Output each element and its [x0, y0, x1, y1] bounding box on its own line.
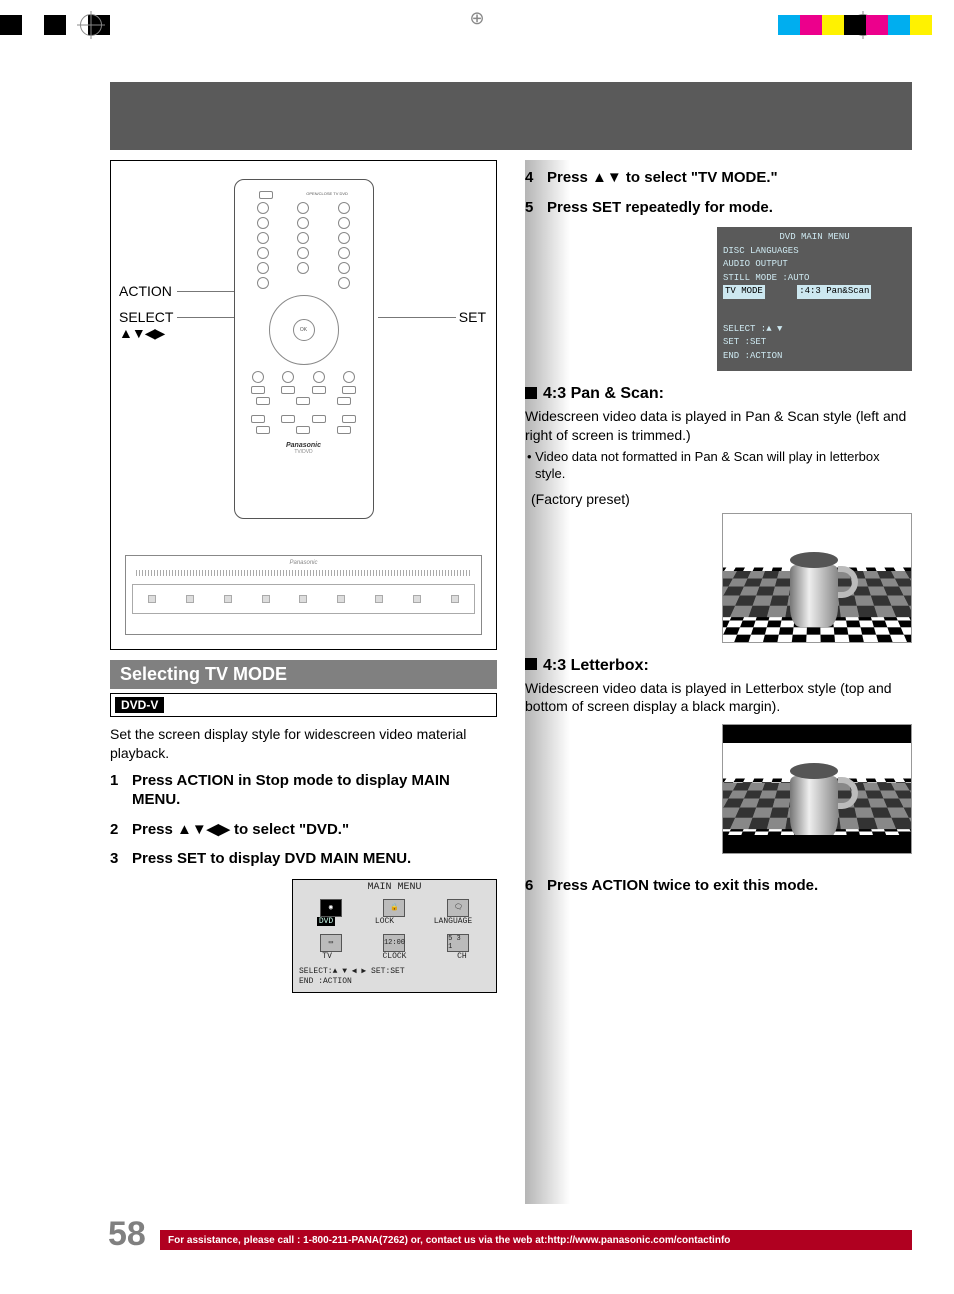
remote-illustration: ACTION SELECT ▲▼◀▶ SET OPEN/CLOSE TV DVD: [110, 160, 497, 650]
step-item: 2Press ▲▼◀▶ to select "DVD.": [110, 820, 497, 840]
section-title: Selecting TV MODE: [110, 660, 497, 689]
factory-preset: (Factory preset): [531, 491, 912, 507]
crop-marks: ⊕: [0, 0, 954, 50]
letterbox-image: [722, 724, 912, 854]
dvd-badge: DVD-V: [115, 697, 164, 713]
main-menu-osd: MAIN MENU ◉🔒🗨 DVD LOCK LANGUAGE ▭12:005 …: [292, 879, 497, 993]
tv-unit-illustration: Panasonic: [125, 555, 482, 635]
header-band: [110, 82, 912, 150]
dvd-main-menu-osd: DVD MAIN MENU DISC LANGUAGES AUDIO OUTPU…: [717, 227, 912, 371]
annot-action: ACTION: [119, 283, 172, 299]
steps-right-top: 4Press ▲▼ to select "TV MODE." 5Press SET…: [525, 168, 912, 217]
step-6: 6Press ACTION twice to exit this mode.: [525, 876, 912, 896]
annot-set: SET: [459, 309, 486, 325]
panscan-text: Widescreen video data is played in Pan &…: [525, 407, 912, 445]
annot-select: SELECT ▲▼◀▶: [119, 309, 173, 342]
page-number: 58: [108, 1215, 146, 1254]
steps-left: 1Press ACTION in Stop mode to display MA…: [110, 771, 497, 869]
right-column: 4Press ▲▼ to select "TV MODE." 5Press SET…: [525, 160, 912, 1204]
step-item: 3Press SET to display DVD MAIN MENU.: [110, 849, 497, 869]
letterbox-text: Widescreen video data is played in Lette…: [525, 679, 912, 717]
step-item: 1Press ACTION in Stop mode to display MA…: [110, 771, 497, 810]
step-item: 4Press ▲▼ to select "TV MODE.": [525, 168, 912, 188]
panscan-heading: 4:3 Pan & Scan:: [525, 385, 912, 403]
panscan-bullet: • Video data not formatted in Pan & Scan…: [525, 449, 912, 483]
assistance-bar: For assistance, please call : 1-800-211-…: [160, 1230, 912, 1250]
step-item: 5Press SET repeatedly for mode.: [525, 198, 912, 218]
intro-text: Set the screen display style for widescr…: [110, 725, 497, 763]
remote-outline: OPEN/CLOSE TV DVD OK: [234, 179, 374, 519]
dvd-badge-bar: DVD-V: [110, 693, 497, 717]
left-column: ACTION SELECT ▲▼◀▶ SET OPEN/CLOSE TV DVD: [110, 160, 497, 1204]
panscan-image: [722, 513, 912, 643]
letterbox-heading: 4:3 Letterbox:: [525, 657, 912, 675]
